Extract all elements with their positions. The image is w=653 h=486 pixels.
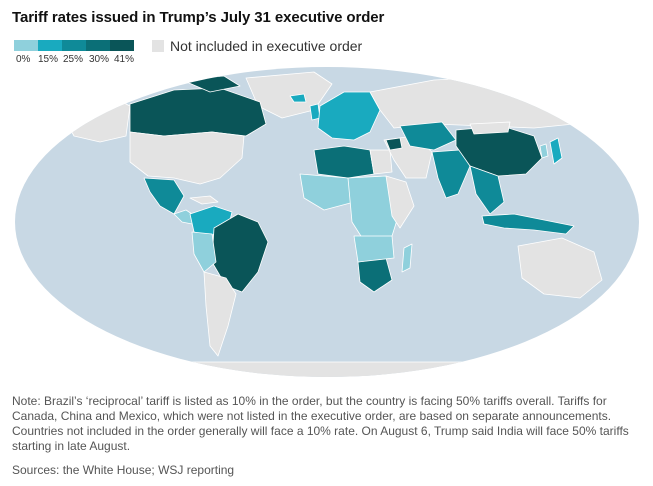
region-peru bbox=[191, 231, 217, 273]
region-uk bbox=[309, 103, 321, 121]
legend-label-30: 30% bbox=[89, 54, 110, 65]
footnote: Note: Brazil’s ‘reciprocal’ tariff is li… bbox=[12, 394, 629, 453]
legend-swatch-25 bbox=[62, 40, 86, 51]
excluded-legend: Not included in executive order bbox=[152, 38, 362, 54]
legend-label-25: 25% bbox=[63, 54, 84, 65]
legend-swatch-0 bbox=[14, 40, 38, 51]
legend-label-0: 0% bbox=[16, 54, 31, 65]
excluded-label: Not included in executive order bbox=[170, 38, 363, 54]
region-algeria-libya bbox=[313, 145, 375, 179]
excluded-swatch bbox=[152, 40, 164, 52]
sources: Sources: the White House; WSJ reporting bbox=[12, 463, 235, 477]
region-mongolia bbox=[469, 121, 511, 135]
region-korea bbox=[539, 143, 549, 159]
region-japan bbox=[549, 137, 563, 165]
region-iceland bbox=[289, 93, 307, 103]
region-usa bbox=[129, 131, 245, 185]
legend-swatch-41 bbox=[110, 40, 134, 51]
region-china bbox=[455, 125, 543, 177]
region-syria bbox=[385, 137, 403, 151]
map-title: Tariff rates issued in Trump’s July 31 e… bbox=[12, 9, 385, 26]
legend-labels: 0% 15% 25% 30% 41% bbox=[14, 54, 144, 68]
region-caribbean bbox=[189, 195, 219, 205]
region-west-africa bbox=[299, 173, 355, 211]
region-brazil bbox=[211, 213, 269, 293]
region-australia bbox=[517, 237, 603, 299]
world-map bbox=[14, 66, 640, 378]
region-southeast-asia bbox=[469, 165, 505, 215]
region-madagascar bbox=[401, 243, 413, 273]
region-egypt bbox=[369, 149, 393, 175]
region-southern-africa bbox=[353, 235, 395, 263]
tariff-legend: 0% 15% 25% 30% 41% bbox=[14, 40, 144, 68]
region-new-zealand bbox=[611, 293, 623, 317]
region-antarctica bbox=[15, 361, 639, 377]
legend-swatch-15 bbox=[38, 40, 62, 51]
region-europe bbox=[317, 91, 381, 141]
region-indonesia bbox=[481, 213, 575, 235]
world-map-svg bbox=[15, 67, 639, 377]
legend-label-15: 15% bbox=[38, 54, 59, 65]
region-kazakhstan bbox=[399, 121, 457, 151]
legend-swatches bbox=[14, 40, 144, 51]
region-east-africa bbox=[385, 175, 415, 229]
legend-label-41: 41% bbox=[114, 54, 135, 65]
region-argentina bbox=[203, 271, 237, 357]
legend-swatch-30 bbox=[86, 40, 110, 51]
